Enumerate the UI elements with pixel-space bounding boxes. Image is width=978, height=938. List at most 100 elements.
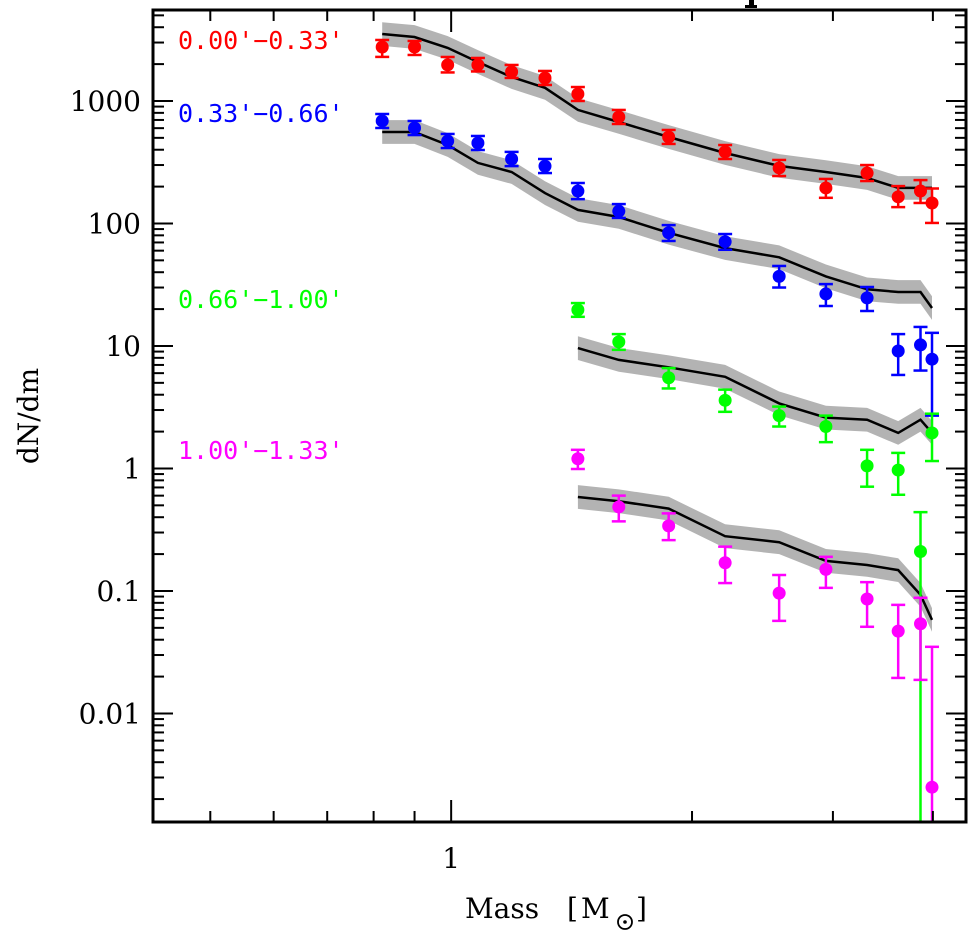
data-point (818, 555, 833, 590)
model-lines (382, 32, 934, 621)
series-label-1: 0.33'−0.66' (178, 99, 344, 128)
x-tick-label: 1 (442, 842, 460, 875)
marker (538, 71, 552, 85)
data-point (925, 412, 940, 463)
marker (772, 269, 786, 283)
marker (375, 40, 389, 54)
data-point (860, 448, 875, 488)
marker (571, 303, 585, 317)
marker (441, 58, 455, 72)
marker (471, 136, 485, 150)
data-point (913, 325, 928, 372)
data-point (860, 580, 875, 629)
data-point (661, 366, 676, 390)
data-point (661, 223, 676, 243)
marker (612, 110, 626, 124)
data-point (407, 39, 422, 57)
marker (772, 409, 786, 423)
model-band-3 (577, 485, 932, 632)
marker (505, 65, 519, 79)
x-axis-title-bracket-open: [ (567, 892, 578, 925)
marker (819, 181, 833, 195)
y-tick-label: 0.1 (96, 575, 141, 608)
x-axis-title: Mass [ M ] (465, 892, 647, 930)
data-point (470, 56, 485, 73)
plot-frame (151, 8, 968, 824)
data-point (661, 512, 676, 542)
marker (471, 58, 485, 72)
data-point (772, 158, 787, 178)
x-axis-title-unit: M (581, 892, 610, 925)
marker (914, 338, 928, 352)
marker (571, 184, 585, 198)
model-line-3 (577, 495, 934, 621)
marker (925, 196, 939, 210)
data-point (925, 187, 940, 225)
axis-ticks (153, 10, 966, 822)
marker (408, 121, 422, 135)
data-point (611, 332, 626, 352)
data-point (891, 332, 906, 377)
data-point (891, 451, 906, 497)
marker (860, 592, 874, 606)
data-points (375, 38, 940, 822)
marker (571, 452, 585, 466)
data-point (504, 150, 519, 168)
data-point (772, 264, 787, 289)
data-point (718, 545, 733, 585)
data-point (718, 143, 733, 161)
marker (718, 235, 732, 249)
data-point (570, 301, 585, 319)
data-point (570, 448, 585, 471)
y-axis-title: dN/dm (12, 368, 45, 464)
model-line-2 (577, 346, 933, 435)
data-point (860, 163, 875, 183)
data-point (537, 69, 552, 87)
marker (772, 586, 786, 600)
marker (718, 393, 732, 407)
data-point (718, 388, 733, 414)
marker (662, 371, 676, 385)
data-point (891, 184, 906, 209)
marker (914, 544, 928, 558)
marker (662, 226, 676, 240)
data-point (718, 232, 733, 252)
y-tick-label: 1000 (70, 85, 141, 118)
model-line-0 (382, 32, 932, 190)
marker (505, 152, 519, 166)
data-point (440, 132, 455, 150)
sun-symbol-icon (617, 914, 633, 930)
marker (925, 426, 939, 440)
data-point (611, 494, 626, 523)
data-point (661, 128, 676, 146)
series-label-3: 1.00'−1.33' (178, 436, 344, 465)
data-point (375, 112, 390, 130)
data-point (772, 573, 787, 623)
data-point (925, 331, 940, 417)
data-point (772, 405, 787, 428)
marker (891, 190, 905, 204)
axis-tick-labels: 1000 100 10 1 0.1 0.01 1 (70, 85, 460, 875)
data-point (440, 55, 455, 74)
marker (891, 344, 905, 358)
y-tick-label: 10 (105, 330, 141, 363)
model-band-1 (382, 120, 932, 320)
marker (891, 463, 905, 477)
data-point (375, 38, 390, 59)
marker (914, 184, 928, 198)
y-tick-label: 0.01 (79, 697, 141, 730)
marker (612, 500, 626, 514)
data-point (611, 108, 626, 126)
marker (662, 519, 676, 533)
marker (375, 114, 389, 128)
data-point (537, 157, 552, 175)
marker (662, 130, 676, 144)
marker (860, 166, 874, 180)
data-point (913, 178, 928, 205)
data-point (570, 85, 585, 103)
clipped-title-fragment (749, 0, 754, 7)
data-point (818, 414, 833, 444)
data-point (570, 181, 585, 201)
marker (925, 352, 939, 366)
